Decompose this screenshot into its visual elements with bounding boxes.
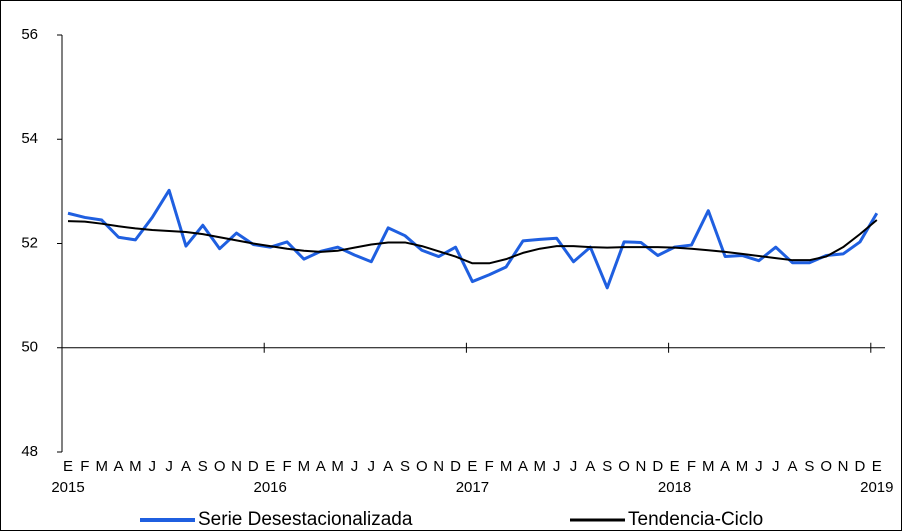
x-tick-label: A: [518, 458, 528, 475]
x-tick-label: J: [553, 458, 561, 475]
year-label: 2017: [456, 479, 489, 496]
x-tick-label: A: [383, 458, 393, 475]
x-tick-label: S: [198, 458, 208, 475]
x-tick-label: A: [788, 458, 798, 475]
x-tick-label: A: [181, 458, 191, 475]
x-tick-label: F: [485, 458, 494, 475]
year-label: 2018: [658, 479, 691, 496]
x-tick-label: N: [231, 458, 242, 475]
x-tick-label: M: [736, 458, 749, 475]
x-tick-label: A: [720, 458, 730, 475]
x-tick-label: J: [368, 458, 376, 475]
x-tick-label: A: [585, 458, 595, 475]
x-tick-label: E: [63, 458, 73, 475]
x-tick-label: O: [214, 458, 226, 475]
series-line: [67, 188, 879, 290]
x-tick-label: J: [165, 458, 173, 475]
x-tick-label: J: [570, 458, 578, 475]
y-tick-label: 56: [21, 26, 38, 43]
x-tick-label: E: [872, 458, 882, 475]
y-tick-label: 54: [21, 130, 38, 147]
x-tick-label: N: [433, 458, 444, 475]
y-tick-label: 48: [21, 443, 38, 460]
legend-label: Tendencia-Ciclo: [628, 509, 763, 530]
legend-label: Serie Desestacionalizada: [198, 509, 413, 530]
year-label: 2015: [51, 479, 84, 496]
x-tick-label: J: [772, 458, 780, 475]
x-tick-label: E: [265, 458, 275, 475]
x-tick-label: F: [80, 458, 89, 475]
x-tick-label: N: [838, 458, 849, 475]
x-tick-label: D: [855, 458, 866, 475]
year-label: 2016: [254, 479, 287, 496]
x-tick-label: N: [635, 458, 646, 475]
y-tick-label: 50: [21, 339, 38, 356]
x-tick-label: M: [129, 458, 142, 475]
x-tick-label: F: [282, 458, 291, 475]
x-tick-label: J: [351, 458, 359, 475]
x-tick-label: M: [534, 458, 547, 475]
year-label: 2019: [860, 479, 893, 496]
x-tick-label: O: [820, 458, 832, 475]
series-line: [67, 219, 878, 265]
x-tick-label: A: [316, 458, 326, 475]
x-tick-label: M: [702, 458, 715, 475]
x-tick-label: D: [248, 458, 259, 475]
x-tick-label: D: [450, 458, 461, 475]
x-tick-label: M: [331, 458, 344, 475]
x-tick-label: M: [500, 458, 513, 475]
x-tick-label: S: [602, 458, 612, 475]
x-tick-label: M: [95, 458, 108, 475]
x-tick-label: J: [755, 458, 763, 475]
x-tick-label: M: [298, 458, 311, 475]
x-tick-label: O: [618, 458, 630, 475]
x-tick-label: A: [114, 458, 124, 475]
x-tick-label: F: [687, 458, 696, 475]
x-tick-label: E: [467, 458, 477, 475]
x-tick-label: J: [149, 458, 157, 475]
x-tick-label: S: [804, 458, 814, 475]
x-tick-label: D: [652, 458, 663, 475]
x-tick-label: E: [670, 458, 680, 475]
x-tick-label: O: [416, 458, 428, 475]
y-tick-label: 52: [21, 234, 38, 251]
x-tick-label: S: [400, 458, 410, 475]
